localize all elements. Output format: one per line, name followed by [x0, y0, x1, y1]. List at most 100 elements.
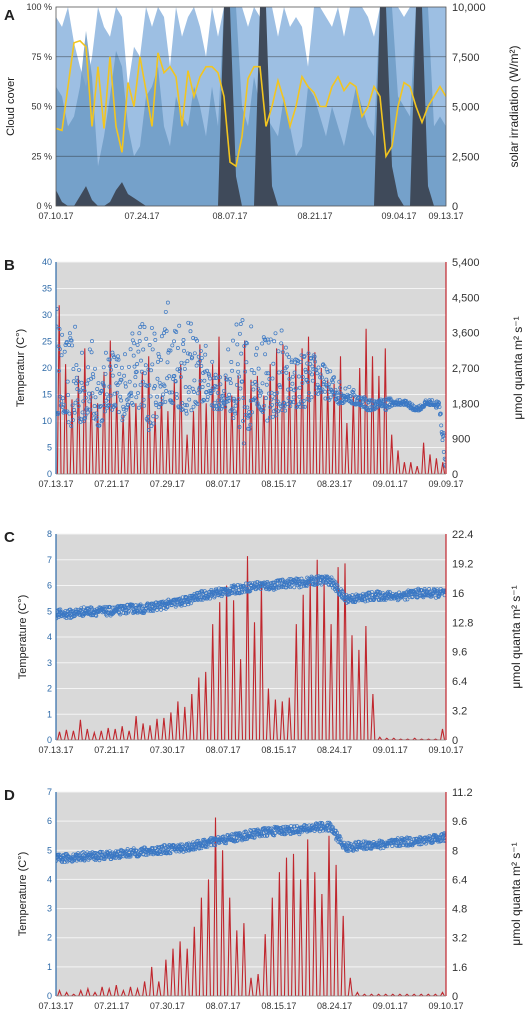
temperature-point	[221, 592, 225, 596]
y-left-tick: 40	[42, 257, 52, 267]
temperature-point	[254, 382, 259, 387]
temperature-point	[137, 331, 142, 336]
temperature-point	[201, 398, 206, 403]
temperature-point	[194, 845, 199, 849]
temperature-point	[375, 595, 379, 600]
temperature-point	[296, 374, 301, 379]
temperature-point	[255, 401, 260, 406]
temperature-point	[341, 395, 346, 400]
temperature-point	[141, 347, 146, 352]
y-right-tick: 1.6	[452, 962, 467, 974]
temperature-point	[178, 367, 183, 371]
x-tick-label: 07.21.17	[94, 479, 129, 489]
temperature-point	[179, 408, 184, 412]
temperature-point	[121, 407, 126, 412]
temperature-point	[71, 367, 76, 372]
temperature-point	[202, 369, 207, 374]
temperature-point	[230, 406, 235, 411]
temperature-point	[75, 387, 80, 392]
temperature-point	[254, 352, 258, 357]
y-right-tick: 12.8	[452, 617, 473, 629]
temperature-point	[300, 381, 305, 385]
temperature-point	[380, 590, 385, 595]
temperature-point	[319, 821, 324, 825]
y-right-tick: 900	[452, 434, 470, 446]
temperature-point	[237, 425, 242, 429]
temperature-point	[328, 395, 333, 400]
temperature-point	[298, 359, 303, 364]
temperature-point	[442, 456, 446, 461]
temperature-point	[85, 381, 90, 386]
temperature-point	[240, 589, 245, 594]
temperature-point	[115, 383, 120, 387]
temperature-point	[119, 377, 124, 382]
temperature-point	[126, 364, 131, 369]
temperature-point	[168, 348, 173, 353]
temperature-point	[176, 405, 181, 410]
x-tick-label: 08.07.17	[212, 211, 247, 221]
temperature-point	[250, 381, 255, 386]
temperature-point	[103, 409, 107, 414]
temperature-point	[150, 347, 155, 352]
temperature-point	[235, 838, 240, 843]
temperature-point	[252, 835, 257, 840]
temperature-point	[72, 410, 77, 415]
temperature-point	[337, 834, 342, 839]
temperature-point	[71, 379, 76, 384]
temperature-point	[110, 407, 114, 412]
temperature-point	[67, 411, 72, 416]
temperature-point	[72, 408, 77, 412]
temperature-point	[159, 852, 163, 857]
temperature-point	[287, 355, 291, 360]
temperature-point	[241, 441, 246, 446]
temperature-point	[166, 350, 171, 355]
temperature-point	[403, 597, 408, 602]
y-left-tick: 6	[47, 581, 52, 591]
temperature-point	[70, 403, 75, 408]
temperature-point	[235, 362, 240, 367]
temperature-point	[277, 370, 281, 375]
temperature-point	[260, 410, 265, 414]
temperature-point	[217, 407, 222, 412]
temperature-point	[187, 385, 192, 390]
temperature-point	[215, 390, 220, 395]
y-left-tick: 5	[47, 845, 52, 855]
temperature-point	[324, 377, 329, 382]
temperature-point	[109, 367, 114, 372]
temperature-point	[218, 382, 223, 387]
temperature-point	[266, 340, 271, 345]
temperature-point	[368, 408, 373, 413]
temperature-point	[117, 371, 122, 376]
temperature-point	[90, 391, 95, 396]
temperature-point	[328, 369, 333, 374]
temperature-point	[65, 409, 70, 414]
y-left-title: Temperature (C°)	[17, 852, 29, 936]
temperature-point	[225, 396, 230, 401]
temperature-point	[438, 411, 443, 416]
temperature-point	[57, 368, 61, 373]
temperature-point	[321, 382, 326, 387]
temperature-point	[70, 343, 75, 348]
temperature-point	[315, 581, 320, 586]
temperature-point	[316, 385, 321, 390]
temperature-point	[427, 587, 432, 591]
temperature-point	[313, 359, 317, 364]
temperature-point	[167, 374, 172, 379]
temperature-point	[157, 600, 162, 605]
temperature-point	[254, 346, 259, 351]
temperature-point	[206, 840, 211, 845]
x-tick-label: 09.13.17	[428, 211, 463, 221]
temperature-point	[151, 421, 156, 426]
temperature-point	[143, 363, 148, 368]
temperature-point	[94, 415, 99, 420]
temperature-point	[316, 365, 321, 370]
temperature-point	[315, 371, 320, 376]
temperature-point	[110, 373, 115, 378]
y-left-tick: 35	[42, 284, 52, 294]
temperature-point	[199, 364, 204, 368]
temperature-point	[66, 420, 71, 425]
temperature-point	[93, 366, 97, 371]
temperature-point	[270, 414, 275, 419]
temperature-point	[442, 839, 446, 843]
temperature-point	[319, 582, 324, 587]
